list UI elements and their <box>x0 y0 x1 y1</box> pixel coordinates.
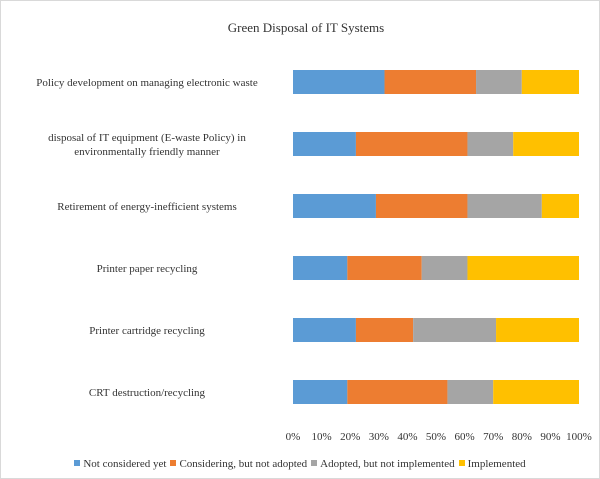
bar-segment-5-0 <box>293 380 348 404</box>
bar-segment-5-3 <box>493 380 579 404</box>
legend: Not considered yet Considering, but not a… <box>0 458 600 470</box>
x-tick-8: 80% <box>512 431 532 443</box>
legend-swatch-1 <box>170 460 177 466</box>
legend-label-1: Considering, but not adopted <box>179 458 308 470</box>
category-label-4: Printer cartridge recycling <box>89 325 205 337</box>
legend-label-2: Adopted, but not implemented <box>320 458 455 470</box>
x-tick-7: 70% <box>483 431 503 443</box>
bar-segment-2-2 <box>467 194 542 218</box>
bar-segment-0-3 <box>521 70 579 94</box>
bar-segment-0-2 <box>476 70 522 94</box>
bar-segment-0-1 <box>384 70 477 94</box>
category-label-2: Retirement of energy-inefficient systems <box>57 201 237 213</box>
legend-swatch-0 <box>74 460 81 466</box>
bars <box>293 70 579 404</box>
x-tick-10: 100% <box>566 431 592 443</box>
bar-segment-2-1 <box>375 194 468 218</box>
bar-segment-2-3 <box>541 194 579 218</box>
x-tick-4: 40% <box>397 431 417 443</box>
bar-segment-0-0 <box>293 70 385 94</box>
chart-title: Green Disposal of IT Systems <box>228 20 384 35</box>
legend-swatch-2 <box>311 460 318 466</box>
x-tick-2: 20% <box>340 431 360 443</box>
x-tick-1: 10% <box>312 431 332 443</box>
category-label-0: Policy development on managing electroni… <box>36 77 258 89</box>
bar-segment-3-2 <box>421 256 468 280</box>
x-tick-6: 60% <box>455 431 475 443</box>
legend-item-2: Adopted, but not implemented <box>311 458 455 470</box>
bar-segment-3-3 <box>467 256 579 280</box>
category-label-1: disposal of IT equipment (E-waste Policy… <box>48 132 246 158</box>
x-tick-0: 0% <box>286 431 301 443</box>
legend-item-3: Implemented <box>458 458 526 470</box>
legend-label-3: Implemented <box>467 458 526 470</box>
bar-segment-4-2 <box>413 318 497 342</box>
x-tick-5: 50% <box>426 431 446 443</box>
x-tick-3: 30% <box>369 431 389 443</box>
legend-swatch-3 <box>458 460 465 466</box>
x-tick-labels: 0% 10% 20% 30% 40% 50% 60% 70% 80% 90% 100% <box>286 431 592 443</box>
bar-segment-1-1 <box>355 132 468 156</box>
bar-segment-5-2 <box>447 380 494 404</box>
legend-label-0: Not considered yet <box>83 458 167 470</box>
legend-item-1: Considering, but not adopted <box>170 458 307 470</box>
bar-segment-2-0 <box>293 194 376 218</box>
bar-segment-4-0 <box>293 318 356 342</box>
bar-segment-3-0 <box>293 256 348 280</box>
bar-segment-1-2 <box>467 132 514 156</box>
bar-segment-5-1 <box>347 380 448 404</box>
category-label-5: CRT destruction/recycling <box>89 387 206 399</box>
bar-segment-1-3 <box>513 132 579 156</box>
category-label-3: Printer paper recycling <box>97 263 198 275</box>
bar-segment-1-0 <box>293 132 356 156</box>
bar-segment-4-1 <box>355 318 414 342</box>
bar-segment-4-3 <box>496 318 579 342</box>
bar-segment-3-1 <box>347 256 422 280</box>
category-labels: Policy development on managing electroni… <box>36 77 258 399</box>
legend-item-0: Not considered yet <box>74 458 166 470</box>
x-tick-9: 90% <box>540 431 560 443</box>
